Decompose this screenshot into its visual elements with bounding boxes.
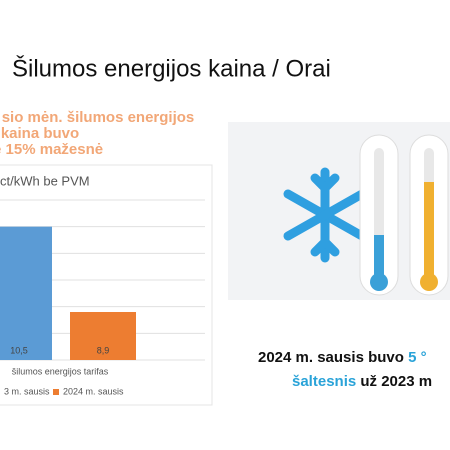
weather-image xyxy=(228,122,450,300)
highlight-line: sio mėn. šilumos energijos xyxy=(2,109,195,126)
highlight-line: kaina buvo xyxy=(1,125,79,142)
thermometer-warm xyxy=(409,134,449,296)
highlight-line: ie 15% mažesnė xyxy=(0,141,103,158)
legend-label: 2024 m. sausis xyxy=(63,386,124,396)
chart-subtitle: ct/kWh be PVM xyxy=(0,173,90,188)
x-tick-label: šilumos energijos tarifas xyxy=(12,366,109,376)
legend-swatch xyxy=(53,389,59,395)
caption-accent: 5 ° xyxy=(408,349,427,366)
value-label: 10,5 xyxy=(10,345,28,355)
caption-text: 2024 m. sausis buvo xyxy=(258,349,408,366)
slide-title: Šilumos energijos kaina / Orai xyxy=(12,54,331,82)
caption-line: 2024 m. sausis buvo 5 ° xyxy=(258,349,427,366)
value-label: 8,9 xyxy=(97,345,110,355)
thermometer-cold xyxy=(359,134,399,296)
snowflake xyxy=(283,167,367,263)
chart-frame xyxy=(0,164,213,406)
bar xyxy=(70,312,136,360)
bar xyxy=(0,226,52,360)
caption-text: už 2023 m xyxy=(356,373,432,390)
caption-line: šaltesnis už 2023 m xyxy=(292,373,432,390)
caption-accent: šaltesnis xyxy=(292,373,356,390)
legend-label: 3 m. sausis xyxy=(4,386,50,396)
